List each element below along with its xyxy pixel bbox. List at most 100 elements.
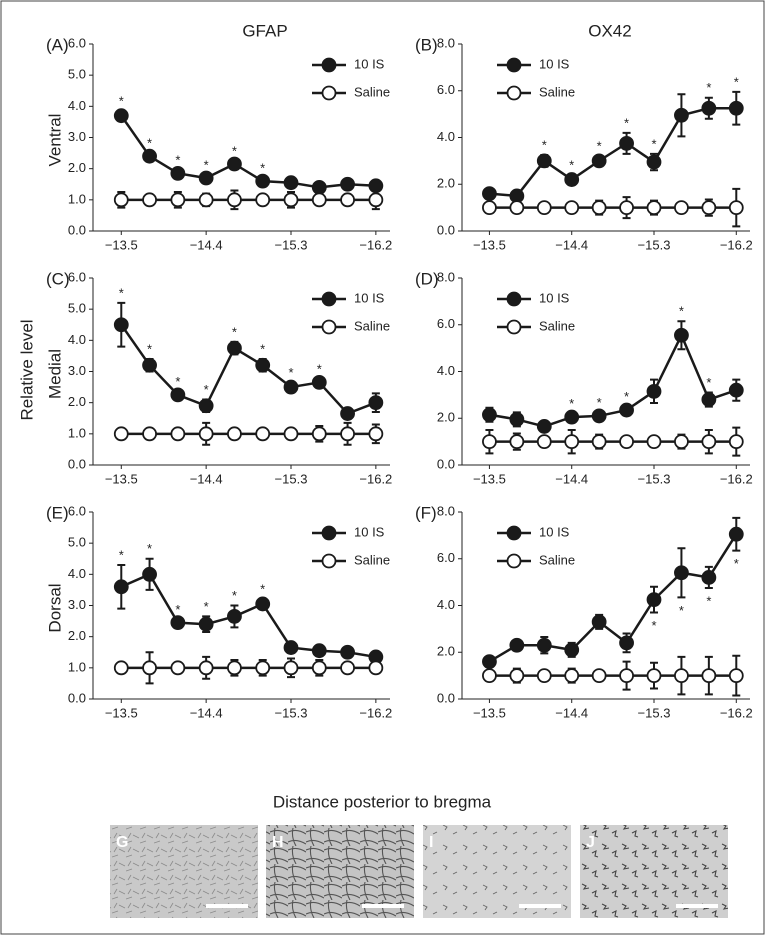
y-tick-label: 5.0 (68, 535, 86, 550)
data-point (646, 383, 662, 399)
x-tick-label: −16.2 (359, 237, 392, 252)
data-point (509, 668, 525, 684)
data-point (368, 660, 384, 676)
data-point (674, 107, 689, 123)
x-tick-label: −13.5 (473, 471, 506, 486)
data-point (674, 668, 689, 684)
significance-marker: * (175, 374, 180, 389)
y-tick-label: 0.0 (437, 690, 455, 705)
significance-marker: * (651, 618, 656, 633)
legend-label: Saline (354, 552, 390, 567)
legend-marker (321, 525, 337, 541)
legend-label: Saline (539, 84, 575, 99)
significance-marker: * (260, 160, 265, 175)
significance-marker: * (204, 382, 209, 397)
y-tick-label: 4.0 (68, 332, 86, 347)
data-point (728, 526, 744, 542)
data-point (170, 615, 186, 631)
data-point (368, 192, 384, 208)
y-tick-label: 1.0 (68, 425, 86, 440)
panel-label: (E) (46, 503, 69, 522)
data-point (619, 635, 634, 651)
y-tick-label: 8.0 (437, 503, 455, 518)
significance-marker: * (734, 74, 739, 89)
data-point (619, 434, 634, 450)
data-point (509, 200, 525, 216)
data-point (564, 434, 580, 450)
data-point (227, 609, 242, 624)
legend-label: 10 IS (539, 290, 570, 305)
data-point (368, 395, 384, 411)
column-title: OX42 (588, 21, 631, 40)
data-point (619, 402, 634, 418)
data-point (198, 616, 214, 632)
legend-marker (506, 57, 522, 73)
panel-label: (D) (415, 269, 439, 288)
significance-marker: * (624, 389, 629, 404)
data-point (619, 135, 634, 151)
significance-marker: * (232, 324, 237, 339)
x-tick-label: −13.5 (105, 705, 138, 720)
image-label: H (272, 834, 284, 851)
panel-label: (C) (46, 269, 70, 288)
legend-label: Saline (354, 84, 390, 99)
legend-label: 10 IS (539, 524, 570, 539)
series-line (488, 533, 738, 663)
data-point (701, 570, 717, 585)
data-point (646, 434, 662, 450)
significance-marker: * (147, 136, 152, 151)
image-label: G (116, 834, 128, 851)
data-point (227, 192, 242, 208)
data-point (482, 434, 497, 450)
significance-marker: * (147, 341, 152, 356)
data-point (113, 317, 129, 333)
significance-marker: * (706, 80, 711, 95)
significance-marker: * (651, 136, 656, 151)
data-point (340, 426, 355, 442)
row-label: Ventral (45, 114, 64, 167)
data-point (340, 644, 355, 660)
x-axis-title: Distance posterior to bregma (273, 792, 492, 811)
data-point (536, 200, 552, 216)
significance-marker: * (175, 602, 180, 617)
data-point (311, 660, 327, 676)
x-tick-label: −13.5 (105, 237, 138, 252)
data-point (311, 426, 327, 442)
significance-marker: * (204, 157, 209, 172)
y-tick-label: 2.0 (68, 628, 86, 643)
data-point (113, 660, 129, 676)
data-point (564, 642, 580, 658)
data-point (340, 176, 355, 192)
significance-marker: * (175, 153, 180, 168)
data-point (142, 566, 157, 582)
data-point (591, 668, 607, 684)
x-tick-label: −15.3 (638, 471, 671, 486)
data-point (674, 200, 689, 216)
significance-marker: * (542, 137, 547, 152)
data-point (311, 179, 327, 195)
x-tick-label: −16.2 (720, 471, 753, 486)
series-line (120, 114, 376, 189)
data-point (674, 565, 689, 581)
legend-label: Saline (539, 318, 575, 333)
data-point (728, 100, 744, 116)
x-tick-label: −13.5 (473, 705, 506, 720)
x-tick-label: −16.2 (359, 705, 392, 720)
data-point (142, 148, 157, 164)
significance-marker: * (624, 115, 629, 130)
legend-label: 10 IS (539, 56, 570, 71)
row-label: Medial (45, 349, 64, 399)
y-tick-label: 6.0 (68, 35, 86, 50)
significance-marker: * (147, 541, 152, 556)
significance-marker: * (679, 603, 684, 618)
y-tick-label: 4.0 (437, 363, 455, 378)
significance-marker: * (260, 582, 265, 597)
data-point (728, 382, 744, 398)
y-tick-label: 2.0 (68, 160, 86, 175)
micrograph (110, 825, 258, 918)
significance-marker: * (232, 588, 237, 603)
significance-marker: * (119, 285, 124, 300)
y-tick-label: 1.0 (68, 191, 86, 206)
data-point (564, 172, 580, 187)
